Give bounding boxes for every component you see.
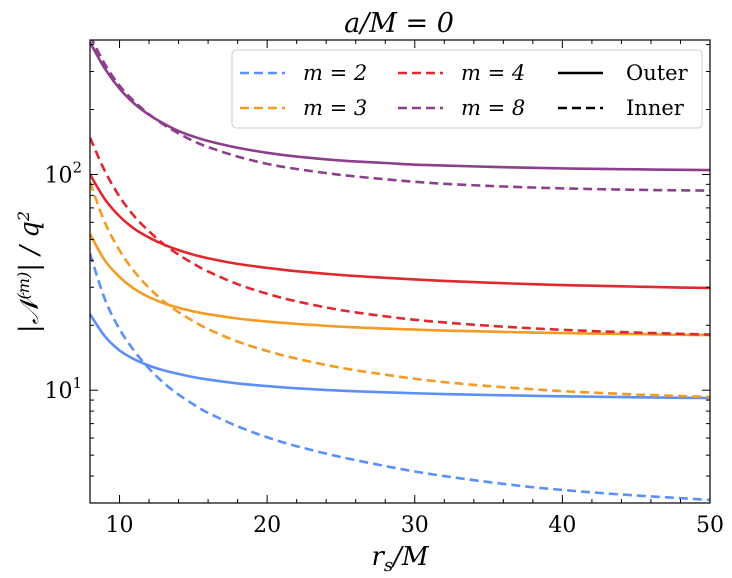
series-line-m2-inner	[90, 253, 710, 502]
y-axis-label-sup: (m)	[14, 272, 33, 300]
y-axis-label-sup2: 2	[14, 211, 33, 222]
y-axis-label: |𝒩(m)| / q2	[14, 211, 45, 333]
series-layer	[90, 40, 710, 502]
legend-label: m = 3	[303, 96, 367, 120]
plot-frame	[89, 39, 711, 504]
series-line-m2-outer	[90, 313, 710, 400]
legend-label: m = 4	[461, 61, 525, 85]
x-axis-label-rest: /M	[390, 542, 430, 572]
y-axis-label-close: | / q	[15, 221, 45, 272]
series-line-m3-inner	[90, 181, 710, 399]
series-line-m4-outer	[90, 173, 710, 290]
x-tick-label: 20	[253, 513, 281, 538]
series-line-m8-outer	[90, 41, 710, 172]
x-axis-label-main: r	[371, 542, 385, 572]
x-tick-label: 40	[548, 513, 576, 538]
tick-label-layer: 10 20 30 40 50 101 102	[44, 158, 724, 538]
series-line-m3-outer	[90, 233, 710, 337]
series-line-m8-inner	[90, 40, 710, 192]
chart-title: a/M = 0	[344, 8, 454, 39]
x-tick-label: 10	[106, 513, 134, 538]
y-tick-label: 102	[44, 158, 82, 188]
x-axis-label-sub: s	[384, 555, 393, 576]
tick-layer	[89, 40, 711, 504]
legend-label: m = 8	[461, 96, 525, 120]
x-tick-label: 30	[401, 513, 429, 538]
legend: m = 2 m = 3 m = 4 m = 8 Outer Inner	[231, 49, 703, 129]
x-tick-label: 50	[696, 513, 724, 538]
legend-frame	[231, 49, 703, 129]
legend-label: Outer	[626, 61, 689, 85]
legend-label: Inner	[626, 96, 685, 120]
series-line-m4-inner	[90, 137, 710, 336]
legend-label: m = 2	[303, 61, 367, 85]
x-axis-label: rs/M	[371, 542, 429, 576]
y-tick-label: 101	[44, 374, 82, 404]
